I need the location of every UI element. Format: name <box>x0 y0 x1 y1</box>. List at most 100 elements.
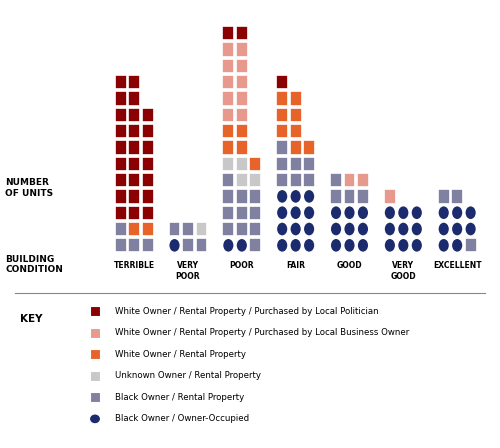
FancyBboxPatch shape <box>384 189 396 203</box>
FancyBboxPatch shape <box>142 222 154 236</box>
FancyBboxPatch shape <box>330 173 342 187</box>
Circle shape <box>290 189 302 203</box>
FancyBboxPatch shape <box>250 189 261 203</box>
FancyBboxPatch shape <box>142 157 154 171</box>
FancyBboxPatch shape <box>128 222 140 236</box>
Text: VERY
POOR: VERY POOR <box>176 261 201 280</box>
FancyBboxPatch shape <box>276 75 288 89</box>
Circle shape <box>452 206 463 220</box>
Text: GOOD: GOOD <box>336 261 362 270</box>
Text: FAIR: FAIR <box>286 261 305 270</box>
FancyBboxPatch shape <box>222 59 234 73</box>
Circle shape <box>357 206 369 220</box>
Circle shape <box>222 238 234 253</box>
FancyBboxPatch shape <box>290 124 302 138</box>
FancyBboxPatch shape <box>344 189 355 203</box>
FancyBboxPatch shape <box>115 124 126 138</box>
FancyBboxPatch shape <box>236 75 248 89</box>
Circle shape <box>303 222 315 236</box>
Circle shape <box>384 222 396 236</box>
Circle shape <box>344 238 355 253</box>
FancyBboxPatch shape <box>115 108 126 122</box>
FancyBboxPatch shape <box>236 59 248 73</box>
Text: KEY: KEY <box>20 314 42 323</box>
FancyBboxPatch shape <box>290 108 302 122</box>
FancyBboxPatch shape <box>115 173 126 187</box>
FancyBboxPatch shape <box>128 91 140 106</box>
FancyBboxPatch shape <box>222 140 234 155</box>
FancyBboxPatch shape <box>236 140 248 155</box>
FancyBboxPatch shape <box>236 189 248 203</box>
FancyBboxPatch shape <box>115 206 126 220</box>
Text: BUILDING
CONDITION: BUILDING CONDITION <box>5 254 63 274</box>
Circle shape <box>438 222 450 236</box>
Circle shape <box>276 222 288 236</box>
FancyBboxPatch shape <box>115 157 126 171</box>
FancyBboxPatch shape <box>222 91 234 106</box>
FancyBboxPatch shape <box>222 26 234 40</box>
FancyBboxPatch shape <box>222 222 234 236</box>
FancyBboxPatch shape <box>236 206 248 220</box>
FancyBboxPatch shape <box>303 173 315 187</box>
Circle shape <box>303 189 315 203</box>
Circle shape <box>344 206 355 220</box>
Text: TERRIBLE: TERRIBLE <box>114 261 154 270</box>
FancyBboxPatch shape <box>115 140 126 155</box>
FancyBboxPatch shape <box>222 124 234 138</box>
FancyBboxPatch shape <box>142 189 154 203</box>
Circle shape <box>357 222 369 236</box>
FancyBboxPatch shape <box>128 140 140 155</box>
Text: White Owner / Rental Property: White Owner / Rental Property <box>115 350 246 359</box>
Circle shape <box>276 238 288 253</box>
FancyBboxPatch shape <box>236 43 248 57</box>
Circle shape <box>452 222 463 236</box>
FancyBboxPatch shape <box>357 189 369 203</box>
FancyBboxPatch shape <box>142 238 154 253</box>
FancyBboxPatch shape <box>115 222 126 236</box>
Circle shape <box>357 238 369 253</box>
Circle shape <box>438 206 450 220</box>
FancyBboxPatch shape <box>344 173 355 187</box>
FancyBboxPatch shape <box>142 108 154 122</box>
FancyBboxPatch shape <box>168 222 180 236</box>
FancyBboxPatch shape <box>330 189 342 203</box>
Circle shape <box>464 206 476 220</box>
Circle shape <box>411 206 422 220</box>
Circle shape <box>290 222 302 236</box>
FancyBboxPatch shape <box>128 189 140 203</box>
Circle shape <box>411 222 422 236</box>
FancyBboxPatch shape <box>438 189 450 203</box>
FancyBboxPatch shape <box>236 124 248 138</box>
FancyBboxPatch shape <box>276 91 288 106</box>
Text: VERY
GOOD: VERY GOOD <box>390 261 416 280</box>
FancyBboxPatch shape <box>128 124 140 138</box>
FancyBboxPatch shape <box>276 124 288 138</box>
Text: Black Owner / Rental Property: Black Owner / Rental Property <box>115 393 244 402</box>
FancyBboxPatch shape <box>196 222 207 236</box>
FancyBboxPatch shape <box>142 173 154 187</box>
Circle shape <box>452 238 463 253</box>
FancyBboxPatch shape <box>303 140 315 155</box>
Circle shape <box>438 238 450 253</box>
FancyBboxPatch shape <box>115 189 126 203</box>
FancyBboxPatch shape <box>276 157 288 171</box>
FancyBboxPatch shape <box>290 173 302 187</box>
Text: Black Owner / Owner-Occupied: Black Owner / Owner-Occupied <box>115 414 249 423</box>
Circle shape <box>276 206 288 220</box>
Circle shape <box>276 189 288 203</box>
FancyBboxPatch shape <box>222 189 234 203</box>
FancyBboxPatch shape <box>142 206 154 220</box>
FancyBboxPatch shape <box>290 140 302 155</box>
FancyBboxPatch shape <box>276 140 288 155</box>
FancyBboxPatch shape <box>464 238 476 253</box>
Text: EXCELLENT: EXCELLENT <box>433 261 482 270</box>
FancyBboxPatch shape <box>128 173 140 187</box>
Circle shape <box>411 238 422 253</box>
Circle shape <box>384 238 396 253</box>
FancyBboxPatch shape <box>357 173 369 187</box>
FancyBboxPatch shape <box>128 157 140 171</box>
FancyBboxPatch shape <box>142 124 154 138</box>
FancyBboxPatch shape <box>290 157 302 171</box>
FancyBboxPatch shape <box>128 75 140 89</box>
FancyBboxPatch shape <box>303 157 315 171</box>
